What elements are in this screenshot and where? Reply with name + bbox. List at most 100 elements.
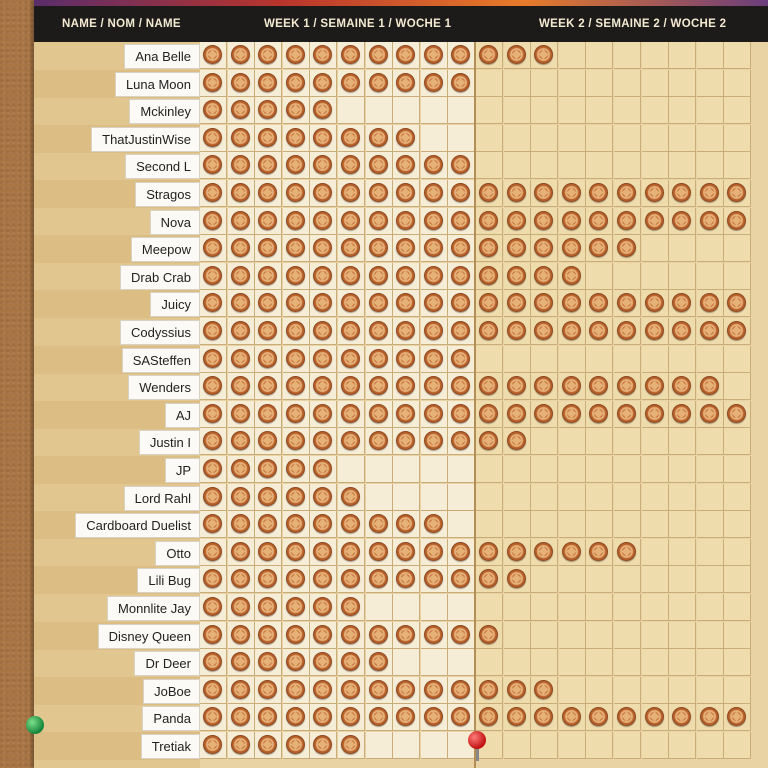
stamp-token-icon — [396, 210, 416, 230]
stamp-token-icon — [479, 707, 498, 727]
week2-cell — [476, 594, 503, 621]
week2-cell — [641, 318, 669, 345]
stamp-token-icon — [506, 541, 526, 561]
week1-cell — [255, 207, 283, 235]
stamp-token-icon — [451, 155, 471, 175]
stamp-token-icon — [423, 293, 443, 313]
week2-cell — [476, 704, 503, 732]
week1-cell — [365, 69, 393, 97]
week1-cell — [200, 124, 227, 152]
week1-cell — [365, 152, 393, 180]
stamp-token-icon — [617, 376, 636, 396]
week1-cell — [255, 345, 283, 373]
week2-cell — [503, 235, 531, 263]
week1-cell — [338, 180, 365, 207]
week2-cell — [724, 400, 752, 428]
week2-cell — [531, 483, 559, 511]
stamp-token-icon — [589, 541, 609, 561]
stamp-token-icon — [285, 155, 305, 175]
stamp-token-icon — [285, 431, 305, 451]
week2-cell — [476, 483, 503, 511]
week2-cell — [614, 649, 641, 677]
week2-cell — [558, 97, 586, 125]
stamp-token-icon — [285, 624, 305, 644]
week2-cell — [586, 69, 614, 97]
week2-cell — [641, 621, 669, 649]
week2-cell — [696, 594, 724, 621]
week2-cell — [669, 621, 697, 649]
week1-cell — [365, 42, 393, 69]
week2-cell — [531, 704, 559, 732]
week2-cell — [531, 262, 559, 290]
week1-cell — [420, 704, 448, 732]
week2-cell — [641, 290, 669, 318]
week1-cell — [338, 732, 365, 759]
stamp-token-icon — [617, 238, 636, 258]
week1-cell — [365, 649, 393, 677]
stamp-token-icon — [506, 403, 526, 423]
week2-cell — [558, 400, 586, 428]
name-row: Cardboard Duelist — [34, 511, 200, 540]
week2-cell — [669, 456, 697, 483]
week2-cell — [531, 42, 559, 69]
week1-cell — [338, 649, 365, 677]
week2-cell — [696, 428, 724, 456]
stamp-token-icon — [451, 624, 471, 644]
stamp-token-icon — [230, 679, 250, 699]
week2-cell — [696, 373, 724, 401]
week2-cell — [724, 483, 752, 511]
week1-cell — [365, 235, 393, 263]
week2-cell — [614, 152, 641, 180]
week2-cell — [531, 373, 559, 401]
stamp-token-icon — [506, 376, 526, 396]
stamp-token-icon — [727, 321, 747, 340]
week1-cell — [448, 42, 476, 69]
week1-cell — [255, 456, 283, 483]
stamp-token-icon — [368, 321, 388, 340]
week2-cell — [669, 345, 697, 373]
week1-cell — [338, 456, 365, 483]
name-row: Justin I — [34, 428, 200, 456]
week2-cell — [696, 676, 724, 704]
stamp-token-icon — [203, 707, 222, 727]
week1-cell — [255, 676, 283, 704]
stamp-token-icon — [230, 72, 250, 92]
name-label: Cardboard Duelist — [75, 513, 200, 539]
stamp-token-icon — [479, 321, 498, 340]
name-row: Ana Belle — [34, 42, 200, 70]
stamp-token-icon — [423, 238, 443, 258]
week2-cell — [503, 180, 531, 207]
stamp-token-icon — [396, 321, 416, 340]
week1-cell — [338, 538, 365, 566]
stamp-token-icon — [258, 514, 278, 534]
stamp-token-icon — [561, 293, 581, 313]
week2-cell — [531, 621, 559, 649]
stamp-token-icon — [258, 238, 278, 258]
stamp-token-icon — [672, 376, 692, 396]
stamp-token-icon — [396, 624, 416, 644]
name-row: Stragos — [34, 180, 200, 208]
stamp-token-icon — [230, 100, 250, 120]
stamp-token-icon — [368, 348, 388, 368]
week2-cell — [614, 676, 641, 704]
stamp-token-icon — [313, 210, 333, 230]
week1-cell — [282, 538, 310, 566]
stamp-token-icon — [230, 735, 250, 754]
week1-cell — [282, 594, 310, 621]
stamp-token-icon — [396, 707, 416, 727]
stamp-token-icon — [451, 707, 471, 727]
week1-cell — [393, 345, 421, 373]
stamp-token-icon — [230, 541, 250, 561]
week2-cell — [531, 538, 559, 566]
stamp-token-icon — [534, 293, 554, 313]
stamp-token-icon — [341, 735, 360, 754]
week1-cell — [227, 621, 255, 649]
week1-cell — [227, 456, 255, 483]
stamp-token-icon — [644, 403, 664, 423]
week1-cell — [393, 235, 421, 263]
stamp-token-icon — [203, 679, 222, 699]
week2-cell — [669, 180, 697, 207]
week1-cell — [448, 207, 476, 235]
week2-cell — [476, 649, 503, 677]
stamp-token-icon — [368, 127, 388, 147]
